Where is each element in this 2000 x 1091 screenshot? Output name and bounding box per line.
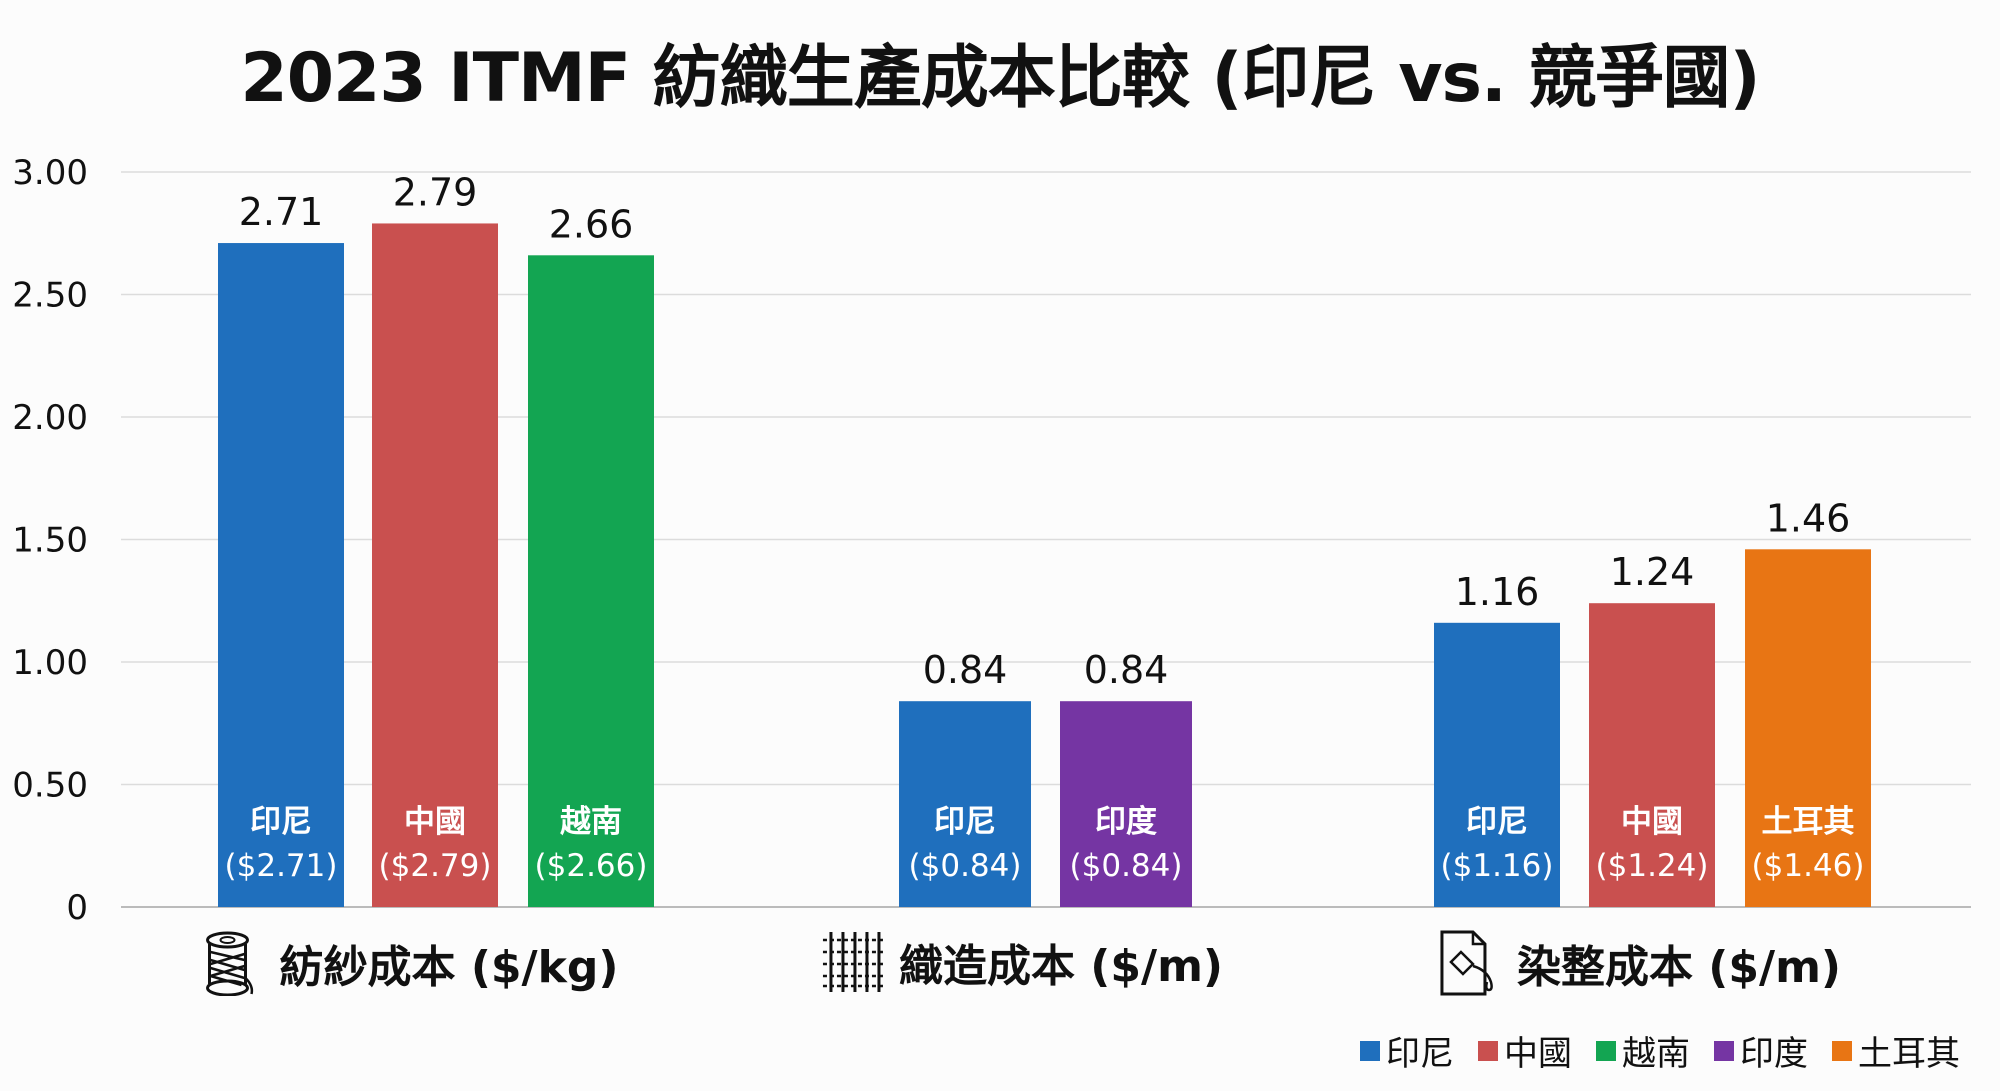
legend-item-vietnam: 越南 <box>1596 1026 1690 1075</box>
bar-country-label: 中國 <box>1621 804 1683 840</box>
legend-item-indonesia: 印尼 <box>1360 1026 1454 1075</box>
legend-item-india: 印度 <box>1714 1026 1808 1075</box>
legend-label: 土耳其 <box>1858 1034 1960 1074</box>
category-label: 染整成本 ($/m) <box>1516 942 1842 993</box>
legend: 印尼 中國 越南 印度 土耳其 <box>1360 1026 1960 1075</box>
bar-country-label: 土耳其 <box>1762 804 1855 840</box>
bar-inner-value-label: ($1.16) <box>1441 848 1554 884</box>
bar <box>218 243 344 908</box>
bar-value-label: 2.79 <box>393 170 478 214</box>
legend-label: 印度 <box>1740 1034 1808 1074</box>
bar-inner-value-label: ($1.24) <box>1596 848 1709 884</box>
y-tick-label: 2.00 <box>12 398 88 438</box>
legend-label: 越南 <box>1622 1034 1690 1074</box>
bar-inner-value-label: ($0.84) <box>1070 848 1183 884</box>
legend-swatch <box>1478 1040 1498 1061</box>
bar-inner-value-label: ($1.46) <box>1752 848 1865 884</box>
y-tick-label: 0 <box>66 888 88 928</box>
y-tick-label: 2.50 <box>12 276 88 316</box>
dye-document-icon <box>1440 930 1493 996</box>
legend-label: 中國 <box>1504 1034 1572 1074</box>
bar-inner-value-label: ($2.79) <box>379 848 492 884</box>
bar <box>1745 549 1871 907</box>
bar <box>1589 603 1715 907</box>
bar-value-label: 2.66 <box>549 202 634 246</box>
bar-value-label: 2.71 <box>239 190 324 234</box>
bar-inner-value-label: ($0.84) <box>909 848 1022 884</box>
bar <box>1060 701 1192 907</box>
bar-country-label: 印尼 <box>934 804 996 840</box>
chart-title: 2023 ITMF 紡織生產成本比較 (印尼 vs. 競爭國) <box>240 39 1760 118</box>
category-label: 織造成本 ($/m) <box>898 941 1224 992</box>
legend-swatch <box>1714 1040 1734 1061</box>
legend-swatch <box>1360 1040 1380 1061</box>
bar-value-label: 1.24 <box>1610 550 1695 594</box>
legend-item-turkey: 土耳其 <box>1832 1026 1960 1075</box>
legend-swatch <box>1596 1040 1616 1061</box>
legend-item-china: 中國 <box>1478 1026 1572 1075</box>
category-label: 紡紗成本 ($/kg) <box>279 942 619 993</box>
legend-label: 印尼 <box>1386 1034 1454 1074</box>
woven-fabric-icon <box>822 932 883 992</box>
bar-country-label: 印度 <box>1095 804 1157 840</box>
bar-inner-value-label: ($2.66) <box>535 848 648 884</box>
bar-value-label: 1.46 <box>1766 496 1851 540</box>
thread-spool-icon <box>206 931 254 996</box>
legend-swatch <box>1832 1040 1852 1061</box>
bar-value-label: 1.16 <box>1455 570 1540 614</box>
bar-country-label: 印尼 <box>1466 804 1528 840</box>
bar-country-label: 印尼 <box>250 804 312 840</box>
bar-inner-value-label: ($2.71) <box>225 848 338 884</box>
category-spinning: 紡紗成本 ($/kg) <box>202 930 619 996</box>
bar-country-label: 中國 <box>404 804 466 840</box>
bar <box>899 701 1031 907</box>
y-tick-label: 1.50 <box>12 521 88 561</box>
bar-value-label: 0.84 <box>923 648 1008 692</box>
y-tick-label: 3.00 <box>12 153 88 193</box>
bar-country-label: 越南 <box>560 804 622 840</box>
y-tick-label: 0.50 <box>12 766 88 806</box>
bar-value-label: 0.84 <box>1084 648 1169 692</box>
category-weaving: 織造成本 ($/m) <box>821 930 1223 994</box>
bar <box>1434 622 1560 907</box>
category-dyeing: 染整成本 ($/m) <box>1439 930 1841 996</box>
bar <box>372 223 498 907</box>
y-tick-label: 1.00 <box>12 643 88 683</box>
bar <box>528 255 654 908</box>
